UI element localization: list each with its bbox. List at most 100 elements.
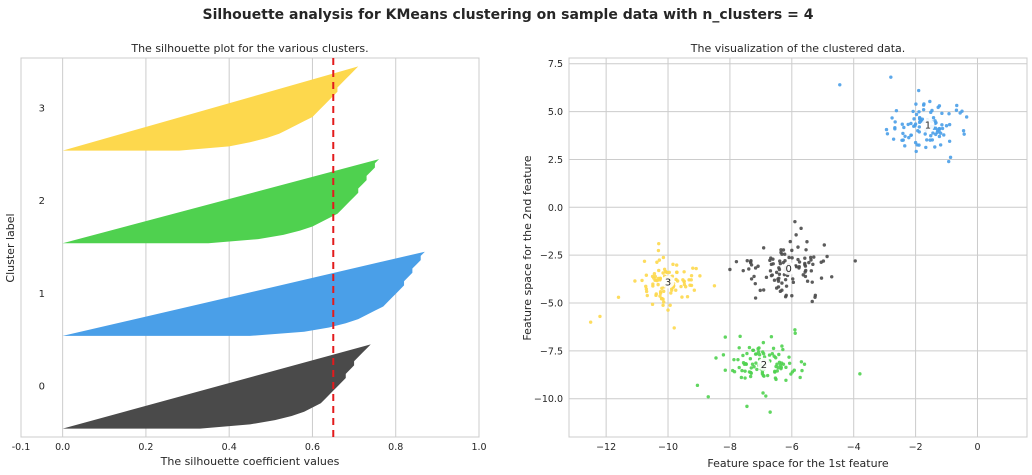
scatter-point-cluster-3	[652, 272, 657, 276]
scatter-x-tick-label: −4	[847, 442, 861, 453]
scatter-point-cluster-3	[661, 271, 665, 275]
scatter-point-cluster-0	[781, 248, 786, 252]
scatter-point-cluster-3	[660, 286, 664, 290]
scatter-point-cluster-2	[769, 335, 774, 339]
scatter-y-ticks: 7.5 5.0 2.5 0.0 −2.5 −5.0 −7.5 −10.0	[534, 59, 563, 405]
scatter-point-cluster-3	[662, 267, 667, 272]
scatter-point-cluster-1	[924, 145, 928, 150]
scatter-point-cluster-3	[650, 302, 655, 307]
scatter-point-cluster-2	[747, 345, 752, 350]
scatter-point-cluster-1	[909, 133, 913, 137]
scatter-y-label: Feature space for the 2nd feature	[521, 155, 534, 340]
scatter-point-cluster-2	[745, 404, 749, 409]
scatter-point-cluster-0	[749, 259, 753, 263]
scatter-point-cluster-0	[797, 260, 802, 264]
scatter-point-cluster-0	[780, 281, 784, 285]
scatter-point-cluster-2	[748, 374, 753, 379]
scatter-point-cluster-2	[792, 368, 796, 372]
scatter-point-cluster-3	[661, 303, 665, 308]
scatter-point-cluster-2	[721, 353, 726, 357]
scatter-point-cluster-3	[668, 303, 672, 308]
scatter-point-cluster-2	[723, 368, 727, 372]
scatter-point-cluster-1	[940, 111, 944, 116]
scatter-point-cluster-2	[781, 347, 785, 352]
scatter-point-cluster-1	[916, 129, 920, 133]
scatter-point-cluster-0	[813, 295, 817, 299]
scatter-point-cluster-2	[737, 365, 741, 370]
scatter-point-cluster-1	[909, 121, 913, 126]
scatter-point-cluster-1	[929, 134, 933, 138]
scatter-point-cluster-3	[654, 293, 658, 298]
scatter-point-cluster-2	[780, 344, 784, 348]
scatter-point-cluster-0	[749, 263, 754, 267]
scatter-point-cluster-2	[765, 373, 770, 378]
cluster-center-marker	[782, 262, 796, 276]
scatter-point-cluster-2	[767, 353, 772, 357]
scatter-point-cluster-0	[811, 262, 815, 267]
scatter-point-cluster-0	[790, 294, 794, 298]
scatter-point-cluster-1	[940, 123, 944, 127]
scatter-point-cluster-2	[784, 365, 788, 370]
scatter-point-cluster-2	[779, 366, 783, 371]
scatter-point-cluster-3	[689, 278, 693, 282]
scatter-point-cluster-3	[671, 262, 675, 267]
scatter-point-cluster-0	[810, 280, 814, 284]
scatter-point-cluster-2	[768, 410, 772, 414]
scatter-point-cluster-0	[803, 274, 808, 279]
scatter-point-cluster-3	[665, 270, 669, 275]
scatter-point-cluster-1	[914, 102, 918, 106]
scatter-point-cluster-2	[776, 366, 780, 370]
scatter-point-cluster-0	[797, 264, 801, 269]
scatter-point-cluster-0	[822, 243, 826, 247]
scatter-point-cluster-3	[667, 270, 671, 275]
scatter-plot-title: The visualization of the clustered data.	[690, 42, 906, 55]
scatter-point-cluster-3	[651, 282, 655, 286]
scatter-point-cluster-0	[752, 274, 756, 279]
cluster-center-marker	[661, 275, 675, 289]
scatter-point-cluster-1	[931, 131, 935, 135]
silhouette-band-cluster-0	[62, 344, 371, 429]
scatter-point-cluster-2	[755, 367, 759, 372]
silhouette-x-tick-label: 0.2	[138, 442, 153, 453]
scatter-point-cluster-1	[891, 137, 896, 141]
scatter-point-cluster-2	[740, 368, 744, 373]
scatter-point-cluster-1	[947, 122, 952, 127]
silhouette-cluster-label: 1	[39, 289, 45, 300]
scatter-point-cluster-1	[920, 117, 925, 121]
scatter-point-cluster-3	[640, 278, 644, 283]
scatter-point-cluster-1	[928, 138, 932, 142]
scatter-point-cluster-1	[917, 120, 922, 125]
scatter-point-cluster-2	[787, 361, 792, 366]
scatter-point-cluster-0	[819, 276, 824, 280]
scatter-point-cluster-0	[753, 281, 757, 286]
scatter-point-cluster-0	[794, 233, 798, 237]
scatter-point-cluster-3	[660, 297, 664, 301]
scatter-point-cluster-3	[588, 320, 593, 324]
scatter-point-cluster-1	[921, 107, 926, 112]
scatter-point-cluster-0	[803, 256, 807, 260]
scatter-point-cluster-0	[812, 255, 816, 259]
scatter-point-cluster-0	[809, 269, 814, 273]
scatter-point-cluster-1	[938, 143, 943, 147]
scatter-point-cluster-1	[964, 115, 969, 119]
scatter-plot: 0 1 2 3 −12 −10 −8 −6 −4 −2 0 7.5 5.0 2.5 0.0 −2.5 −5.…	[521, 42, 1028, 470]
scatter-point-cluster-1	[940, 126, 945, 131]
silhouette-x-tick-label: -0.1	[12, 442, 31, 453]
scatter-point-cluster-1	[934, 132, 938, 137]
scatter-point-cluster-1	[900, 138, 904, 143]
scatter-point-cluster-3	[691, 266, 695, 270]
scatter-point-cluster-3	[645, 293, 649, 298]
scatter-point-cluster-2	[743, 369, 747, 373]
scatter-point-cluster-2	[775, 362, 779, 366]
scatter-y-tick-label: −5.0	[540, 299, 563, 310]
scatter-point-cluster-1	[893, 127, 897, 131]
silhouette-fills	[62, 66, 425, 429]
scatter-point-cluster-1	[913, 122, 918, 126]
silhouette-gridlines	[20, 58, 480, 437]
scatter-point-cluster-3	[666, 308, 670, 312]
scatter-point-cluster-0	[734, 259, 739, 264]
silhouette-x-label: The silhouette coefficient values	[160, 455, 340, 468]
scatter-point-cluster-3	[655, 260, 659, 264]
scatter-point-cluster-1	[921, 103, 926, 107]
silhouette-cluster-label: 2	[39, 196, 45, 207]
